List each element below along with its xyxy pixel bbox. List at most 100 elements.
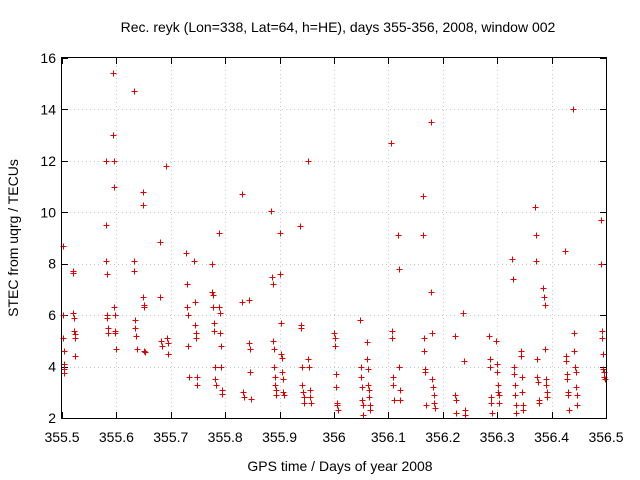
data-point bbox=[488, 400, 495, 407]
data-point bbox=[192, 299, 199, 306]
data-point bbox=[358, 364, 365, 371]
y-tick-label: 6 bbox=[48, 307, 56, 323]
data-point bbox=[388, 140, 395, 147]
data-point bbox=[366, 394, 373, 401]
data-point bbox=[495, 382, 502, 389]
data-point bbox=[333, 384, 340, 391]
data-point bbox=[391, 397, 398, 404]
data-point bbox=[533, 232, 540, 239]
data-point bbox=[307, 394, 314, 401]
data-point bbox=[574, 402, 581, 409]
data-point bbox=[519, 389, 526, 396]
data-point bbox=[535, 379, 542, 386]
data-point bbox=[164, 335, 171, 342]
data-point bbox=[270, 338, 277, 345]
data-point bbox=[306, 364, 313, 371]
data-point bbox=[217, 330, 224, 337]
data-point bbox=[495, 389, 502, 396]
data-point bbox=[360, 402, 367, 409]
data-point bbox=[209, 289, 216, 296]
data-point bbox=[298, 325, 305, 332]
data-point bbox=[332, 343, 339, 350]
data-point bbox=[209, 261, 216, 268]
data-point bbox=[332, 335, 339, 342]
data-point bbox=[429, 376, 436, 383]
data-point bbox=[359, 397, 366, 404]
data-point bbox=[247, 346, 254, 353]
data-point bbox=[429, 330, 436, 337]
data-point bbox=[599, 335, 606, 342]
data-point bbox=[193, 335, 200, 342]
data-point bbox=[273, 392, 280, 399]
data-point bbox=[396, 266, 403, 273]
data-point bbox=[461, 358, 468, 365]
data-point bbox=[268, 208, 275, 215]
data-point bbox=[277, 230, 284, 237]
x-tick-label: 356 bbox=[322, 429, 346, 445]
data-point bbox=[602, 376, 609, 383]
data-point bbox=[301, 400, 308, 407]
data-point bbox=[357, 317, 364, 324]
data-point bbox=[140, 294, 147, 301]
data-point bbox=[397, 397, 404, 404]
data-point bbox=[71, 315, 78, 322]
data-point bbox=[113, 346, 120, 353]
data-point bbox=[571, 330, 578, 337]
data-point bbox=[571, 348, 578, 355]
data-point bbox=[421, 335, 428, 342]
data-point bbox=[111, 304, 118, 311]
chart-title: Rec. reyk (Lon=338, Lat=64, h=HE), days … bbox=[121, 19, 556, 35]
data-point bbox=[110, 70, 117, 77]
data-point bbox=[301, 394, 308, 401]
data-point bbox=[281, 392, 288, 399]
data-point bbox=[534, 356, 541, 363]
data-point bbox=[246, 340, 253, 347]
data-point bbox=[496, 400, 503, 407]
data-point bbox=[241, 394, 248, 401]
data-point bbox=[365, 382, 372, 389]
data-point bbox=[163, 163, 170, 170]
data-point bbox=[366, 387, 373, 394]
data-point bbox=[462, 412, 469, 419]
data-point bbox=[272, 382, 279, 389]
x-axis-title: GPS time / Days of year 2008 bbox=[247, 458, 432, 474]
data-point bbox=[512, 392, 519, 399]
data-point bbox=[134, 346, 141, 353]
data-point bbox=[518, 353, 525, 360]
x-tick-label: 355.9 bbox=[262, 429, 297, 445]
data-point bbox=[509, 256, 516, 263]
data-point bbox=[132, 317, 139, 324]
data-point bbox=[359, 384, 366, 391]
data-point bbox=[212, 376, 219, 383]
data-point bbox=[186, 374, 193, 381]
data-point bbox=[390, 382, 397, 389]
data-point bbox=[103, 222, 110, 229]
data-point bbox=[562, 248, 569, 255]
data-point bbox=[389, 335, 396, 342]
x-tick-labels: 355.5 355.6 355.7 355.8 355.9 356 356.1 356.2 35… bbox=[44, 429, 623, 445]
data-point bbox=[543, 382, 550, 389]
data-point bbox=[364, 356, 371, 363]
data-point bbox=[565, 392, 572, 399]
data-point bbox=[70, 270, 77, 277]
data-point bbox=[397, 387, 404, 394]
data-point bbox=[105, 330, 112, 337]
y-tick-label: 12 bbox=[40, 153, 56, 169]
data-point bbox=[142, 349, 149, 356]
data-point bbox=[308, 400, 315, 407]
data-point bbox=[574, 392, 581, 399]
data-point bbox=[131, 258, 138, 265]
data-point bbox=[493, 338, 500, 345]
data-point bbox=[428, 289, 435, 296]
data-point bbox=[183, 250, 190, 257]
data-point bbox=[600, 351, 607, 358]
data-point bbox=[61, 348, 68, 355]
data-point bbox=[213, 382, 220, 389]
data-point bbox=[300, 389, 307, 396]
data-point bbox=[277, 271, 284, 278]
data-point bbox=[510, 276, 517, 283]
data-point bbox=[111, 158, 118, 165]
data-point bbox=[211, 320, 218, 327]
data-point bbox=[131, 88, 138, 95]
data-point bbox=[511, 364, 518, 371]
